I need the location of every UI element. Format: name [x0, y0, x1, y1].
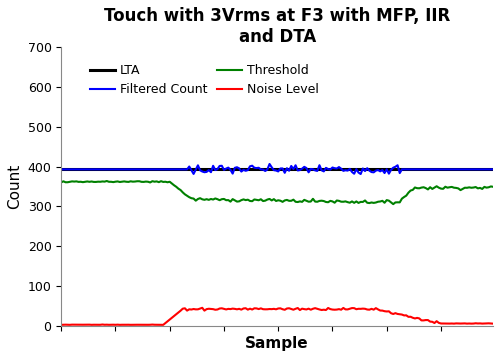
Noise Level [458, 321, 464, 326]
Noise Level [490, 321, 496, 326]
Filtered Count [84, 167, 90, 171]
LTA [453, 167, 459, 171]
LTA [490, 167, 496, 171]
Filtered Count [266, 162, 272, 166]
Noise Level [58, 323, 64, 327]
Legend: LTA, Filtered Count, Threshold, Noise Level: LTA, Filtered Count, Threshold, Noise Le… [84, 59, 324, 101]
Noise Level [76, 323, 82, 327]
Threshold [490, 185, 496, 189]
LTA [468, 167, 474, 171]
Threshold [104, 179, 110, 183]
Filtered Count [458, 167, 464, 171]
Threshold [458, 188, 464, 192]
Title: Touch with 3Vrms at F3 with MFP, IIR
and DTA: Touch with 3Vrms at F3 with MFP, IIR and… [104, 7, 451, 46]
Line: Threshold: Threshold [61, 181, 493, 204]
Filtered Count [138, 167, 144, 171]
Filtered Count [472, 167, 478, 171]
Threshold [140, 180, 146, 184]
LTA [173, 167, 179, 171]
Threshold [390, 202, 396, 206]
Threshold [84, 179, 90, 184]
Noise Level [84, 323, 90, 327]
Filtered Count [58, 167, 64, 171]
Line: Filtered Count: Filtered Count [61, 164, 493, 174]
Y-axis label: Count: Count [7, 164, 22, 209]
Noise Level [200, 306, 205, 310]
Noise Level [160, 323, 166, 327]
LTA [76, 167, 82, 171]
LTA [84, 167, 90, 171]
Noise Level [176, 310, 182, 315]
Threshold [76, 180, 82, 184]
Threshold [58, 180, 64, 184]
Line: Noise Level: Noise Level [61, 308, 493, 325]
LTA [138, 167, 144, 171]
Noise Level [472, 321, 478, 325]
Filtered Count [173, 167, 179, 171]
Threshold [472, 185, 478, 189]
Noise Level [138, 323, 144, 327]
Filtered Count [490, 167, 496, 171]
Filtered Count [358, 172, 364, 176]
Filtered Count [76, 167, 82, 171]
LTA [58, 167, 64, 171]
Threshold [176, 187, 182, 191]
X-axis label: Sample: Sample [246, 336, 309, 351]
